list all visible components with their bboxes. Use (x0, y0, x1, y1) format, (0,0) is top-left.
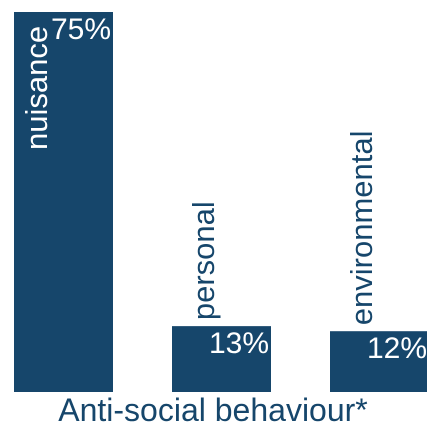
category-label-personal: personal (186, 201, 221, 320)
category-label-environmental: environmental (344, 130, 379, 325)
value-label-personal: 13% (209, 327, 269, 360)
value-label-environmental: 12% (367, 332, 427, 365)
chart-title: Anti-social behaviour* (58, 392, 368, 428)
bars-group: 75%nuisance 13% personal 12% environmental (14, 12, 427, 392)
bar-environmental (330, 331, 427, 392)
bar-nuisance (14, 12, 113, 392)
category-label-nuisance: nuisance (19, 26, 54, 150)
value-label-nuisance: 75% (51, 13, 111, 46)
bar-personal (172, 326, 271, 392)
